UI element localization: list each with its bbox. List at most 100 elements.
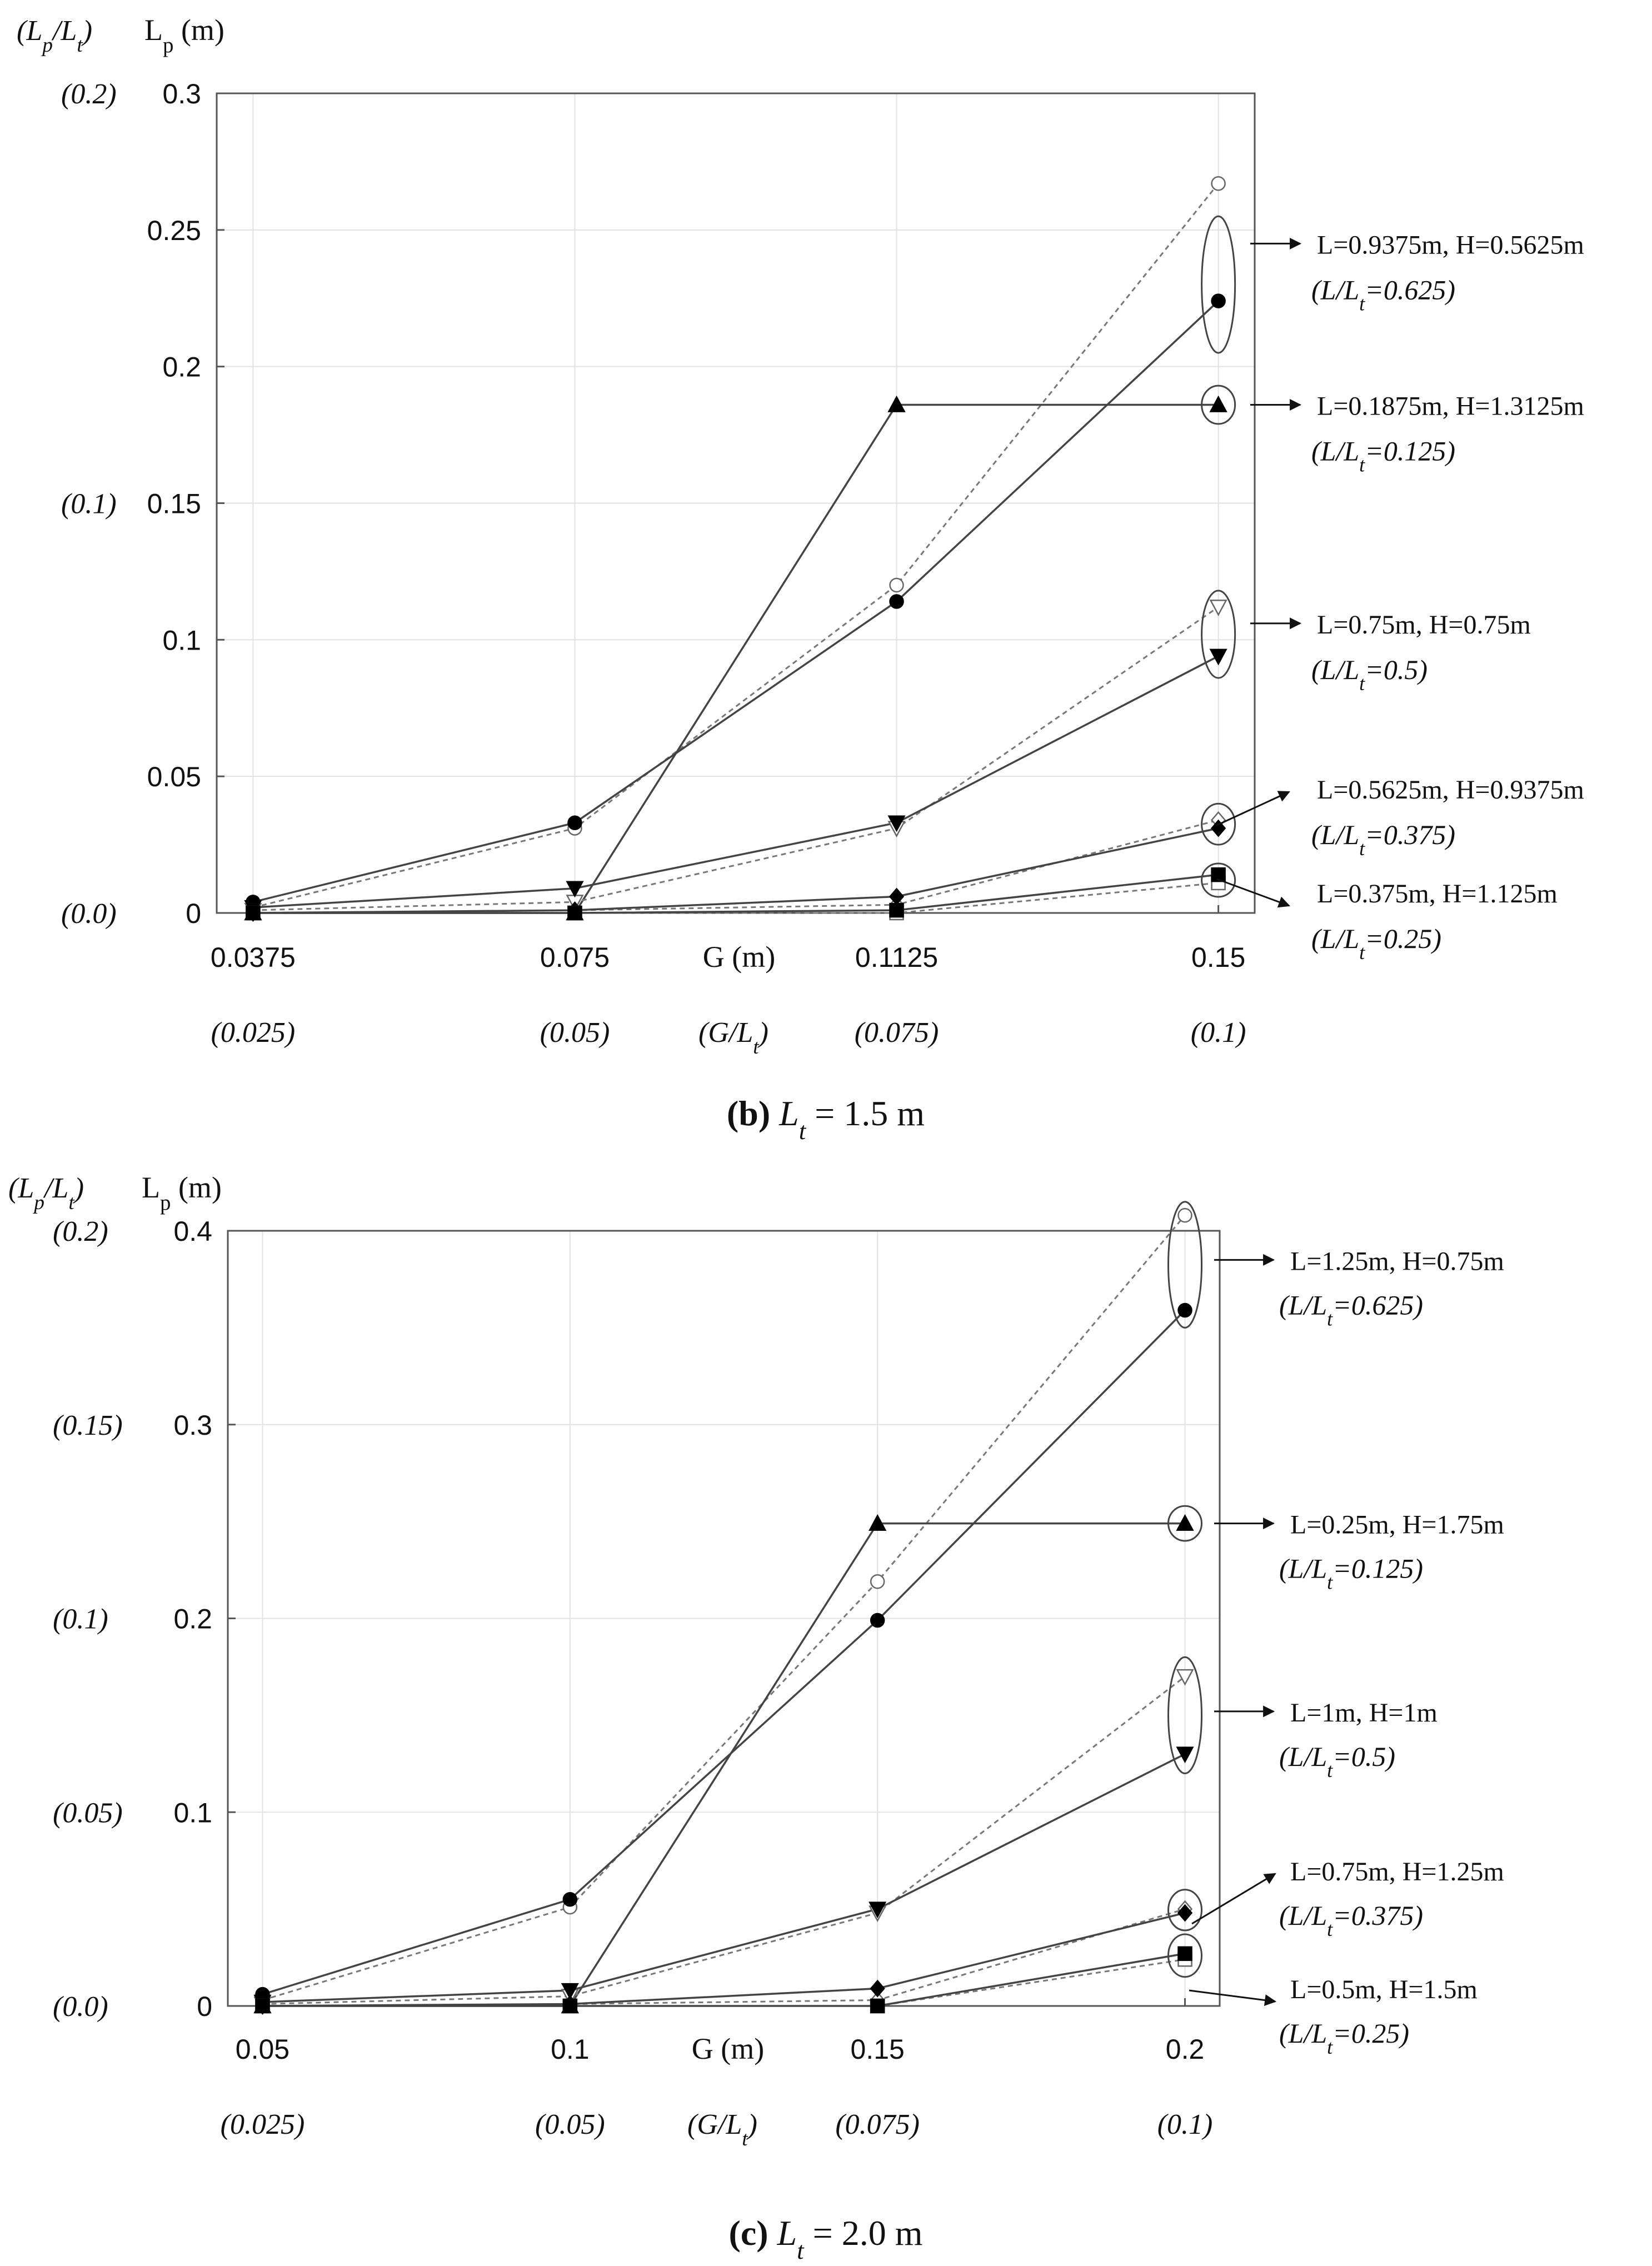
annotation-ratio-label: (L/Lt=0.375) — [1279, 1900, 1423, 1940]
y-tick-label: 0.3 — [162, 78, 201, 109]
annotation-ratio-label: (L/Lt=0.125) — [1311, 436, 1455, 476]
y-tick-label: 0 — [197, 1991, 212, 2022]
y-axis-ratio-label: (Lp/Lt) — [8, 1172, 84, 1214]
y-ratio-tick-label: (0.2) — [53, 1216, 108, 1247]
x-ratio-tick-label: (0.025) — [221, 2109, 305, 2140]
x-ratio-tick-label: (0.1) — [1157, 2109, 1213, 2140]
series-line — [262, 1675, 1186, 2005]
annotation-label: L=0.75m, H=1.25m — [1290, 1857, 1504, 1886]
x-tick-label: 0.1 — [551, 2034, 590, 2065]
data-point-circle — [889, 594, 904, 609]
annotation-label: L=0.1875m, H=1.3125m — [1317, 392, 1584, 421]
annotation-arrow — [1216, 791, 1290, 826]
y-tick-label: 0.15 — [147, 488, 201, 520]
series-line — [262, 1911, 1185, 2007]
series-line — [253, 874, 1219, 914]
annotation-label: L=1m, H=1m — [1290, 1698, 1438, 1728]
data-point-circle — [1177, 1207, 1192, 1223]
series-line — [262, 1309, 1186, 1995]
annotation-label: L=1.25m, H=0.75m — [1290, 1246, 1504, 1276]
x-tick-label: 0.0375 — [211, 942, 296, 973]
y-ratio-tick-label: (0.1) — [53, 1604, 108, 1635]
x-tick-label: 0.2 — [1166, 2034, 1205, 2065]
annotation-ellipse — [1167, 1889, 1203, 1931]
data-point-triangle-down — [1209, 600, 1227, 616]
y-tick-label: 0.1 — [173, 1797, 212, 1828]
x-ratio-tick-label: (0.05) — [540, 1017, 610, 1049]
data-point-triangle-down — [566, 881, 584, 898]
panel-caption: (b) Lt = 1.5 m — [727, 1094, 925, 1145]
x-axis-ratio-label: (G/Lt) — [698, 1017, 768, 1059]
annotation-ratio-label: (L/Lt=0.5) — [1311, 654, 1428, 695]
data-point-triangle-down — [1176, 1746, 1194, 1764]
y-tick-label: 0.3 — [173, 1410, 212, 1441]
annotation-label: L=0.75m, H=0.75m — [1317, 610, 1531, 640]
y-ratio-tick-label: (0.0) — [53, 1991, 108, 2023]
data-point-square — [1177, 1946, 1192, 1961]
data-point-circle — [1211, 293, 1226, 308]
x-ratio-tick-label: (0.075) — [835, 2109, 920, 2140]
series-line — [253, 403, 1219, 914]
x-tick-label: 0.15 — [1191, 942, 1245, 973]
x-ratio-tick-label: (0.1) — [1191, 1017, 1246, 1049]
x-tick-label: 0.15 — [851, 2034, 905, 2065]
data-point-circle — [562, 1891, 578, 1907]
annotation-ratio-label: (L/Lt=0.625) — [1279, 1289, 1423, 1330]
chart-panel-b: 0 0.05 0.1 0.15 0.2 0.25 0.3 (0.0) (0.1) (0.2) (Lp… — [17, 13, 1584, 1145]
data-point-square — [246, 905, 261, 921]
series-line — [262, 1953, 1185, 2007]
data-point-triangle-up — [869, 1514, 887, 1531]
data-point-circle — [1177, 1302, 1192, 1318]
x-tick-label: 0.05 — [236, 2034, 290, 2065]
y-tick-label: 0.05 — [147, 761, 201, 792]
series-line — [262, 1522, 1185, 2007]
annotation-arrow — [1191, 1873, 1276, 1925]
x-axis-label: G (m) — [703, 940, 775, 974]
annotation-ellipse — [1201, 385, 1236, 425]
data-point-triangle-down — [561, 1983, 579, 2000]
data-point-circle — [567, 815, 582, 830]
y-ratio-tick-label: (0.05) — [53, 1797, 123, 1829]
annotation-ratio-label: (L/Lt=0.25) — [1311, 923, 1441, 964]
data-point-circle — [1211, 176, 1226, 191]
annotation-ellipse — [1201, 862, 1236, 898]
x-ratio-tick-label: (0.075) — [855, 1017, 939, 1049]
data-point-triangle-up — [1176, 1514, 1194, 1531]
data-point-circle — [889, 577, 904, 593]
data-point-square — [567, 905, 582, 921]
annotation-label: L=0.25m, H=1.75m — [1290, 1510, 1504, 1540]
data-point-square — [870, 1998, 885, 2014]
data-point-square — [889, 902, 904, 918]
x-axis-label: G (m) — [692, 2032, 764, 2065]
series-line — [262, 1958, 1185, 2007]
series-line — [262, 1753, 1186, 2003]
series-line — [253, 827, 1219, 914]
series-line — [252, 300, 1219, 904]
series-line — [253, 183, 1219, 909]
x-axis-ratio-label: (G/Lt) — [687, 2109, 757, 2150]
annotation-ratio-label: (L/Lt=0.5) — [1279, 1741, 1395, 1781]
annotation-ratio-label: (L/Lt=0.375) — [1311, 819, 1455, 860]
y-tick-label: 0.4 — [173, 1216, 212, 1247]
data-point-triangle-up — [1209, 395, 1227, 412]
series-line — [253, 606, 1219, 911]
data-point-circle — [870, 1613, 885, 1628]
data-point-triangle-down — [869, 1901, 887, 1919]
annotation-label: L=0.375m, H=1.125m — [1317, 879, 1558, 909]
data-point-square — [255, 1998, 270, 2014]
y-tick-label: 0.2 — [173, 1604, 212, 1635]
annotation-ellipse — [1167, 1656, 1203, 1774]
annotation-label: L=0.5625m, H=0.9375m — [1317, 775, 1584, 805]
data-point-diamond — [1210, 819, 1226, 837]
annotation-ellipse — [1201, 590, 1236, 679]
data-point-triangle-down — [887, 815, 906, 832]
x-tick-label: 0.075 — [540, 942, 610, 973]
y-tick-label: 0.1 — [162, 625, 201, 656]
y-axis-ratio-label: (Lp/Lt) — [17, 15, 92, 57]
data-point-diamond — [870, 1979, 885, 1998]
y-axis-label: Lp (m) — [144, 13, 224, 57]
y-ratio-tick-label: (0.2) — [61, 78, 117, 110]
y-ratio-tick-label: (0.0) — [61, 898, 117, 930]
data-point-triangle-down — [1209, 648, 1227, 666]
